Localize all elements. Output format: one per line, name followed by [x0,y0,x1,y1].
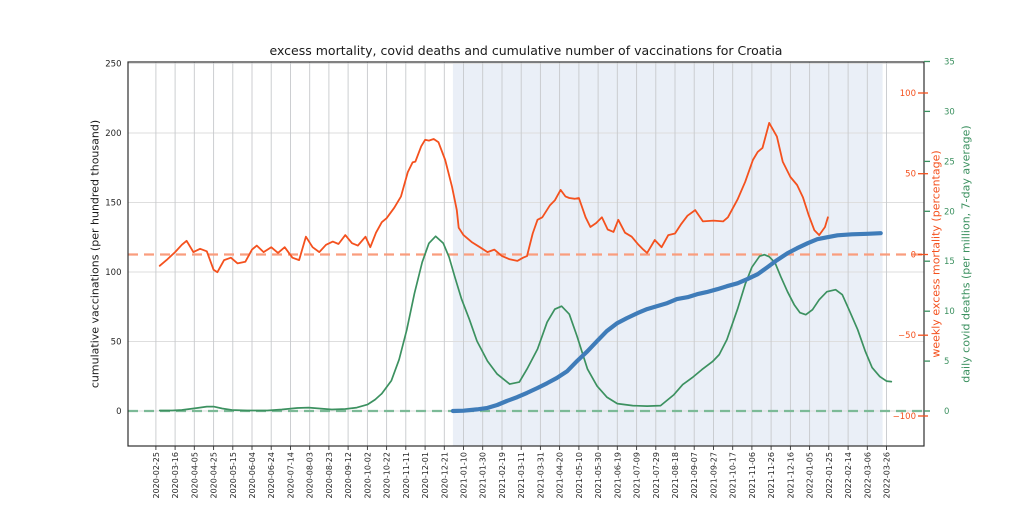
x-tick-label: 2020-04-05 [190,452,199,499]
x-tick-label: 2021-05-30 [594,452,603,499]
chart-title: excess mortality, covid deaths and cumul… [269,43,783,58]
x-tick-label: 2021-09-27 [710,452,719,499]
deaths-tick-label: 35 [944,58,955,68]
x-tick-label: 2022-02-14 [844,452,853,499]
left-tick-label: 200 [105,129,121,139]
x-tick-label: 2021-02-19 [498,452,507,499]
x-tick-label: 2020-06-04 [248,452,257,499]
left-tick-label: 250 [105,59,121,69]
deaths-tick-label: 20 [944,207,955,217]
mortality-tick-label: 50 [905,170,916,180]
x-tick-label: 2021-06-19 [613,452,622,499]
x-tick-label: 2021-01-30 [479,452,488,499]
x-tick-label: 2021-05-10 [575,452,584,499]
x-tick-label: 2020-11-11 [402,452,411,499]
left-tick-label: 50 [111,337,122,347]
x-tick-label: 2021-03-31 [536,452,545,499]
x-tick-label: 2020-08-03 [306,452,315,499]
x-tick-label: 2020-07-14 [287,452,296,499]
x-tick-label: 2020-10-22 [383,452,392,499]
x-tick-label: 2021-04-20 [556,452,565,499]
mortality-tick-label: −100 [893,412,916,422]
x-tick-label: 2020-08-23 [325,452,334,499]
x-tick-label: 2020-10-02 [363,452,372,499]
x-tick-label: 2020-05-15 [229,452,238,499]
x-tick-label: 2021-12-16 [786,452,795,499]
deaths-tick-label: 0 [944,407,949,417]
x-tick-label: 2021-10-17 [729,452,738,499]
x-tick-label: 2020-02-25 [152,452,161,499]
x-tick-label: 2022-01-25 [825,452,834,499]
x-tick-label: 2021-01-10 [460,452,469,499]
x-tick-label: 2021-07-09 [633,452,642,499]
left-tick-label: 0 [116,407,121,417]
x-tick-label: 2020-04-25 [210,452,219,499]
left-tick-label: 150 [105,198,121,208]
x-tick-label: 2020-09-12 [344,452,353,499]
x-tick-label: 2021-07-29 [652,452,661,499]
x-tick-label: 2021-03-11 [517,452,526,499]
deaths-tick-label: 5 [944,357,949,367]
shaded-region [452,62,883,446]
x-tick-label: 2020-06-24 [267,452,276,499]
x-tick-label: 2020-03-16 [171,452,180,499]
x-tick-label: 2022-01-05 [806,452,815,499]
deaths-tick-label: 15 [944,257,955,267]
mortality-tick-label: 0 [911,251,916,261]
deaths-tick-label: 25 [944,157,955,167]
x-tick-label: 2020-12-21 [440,452,449,499]
daily-covid-deaths-line [158,235,893,412]
x-tick-label: 2022-03-06 [863,452,872,499]
cumulative-vaccinations-line [450,231,883,414]
x-tick-label: 2021-09-07 [690,452,699,499]
left-tick-label: 100 [105,268,121,278]
weekly-excess-mortality-line [158,122,829,274]
mortality-tick-label: 100 [900,89,916,99]
x-tick-label: 2020-12-01 [421,452,430,499]
mortality-tick-label: −50 [898,331,916,341]
deaths-tick-label: 10 [944,307,955,317]
deaths-tick-label: 30 [944,107,955,117]
x-tick-label: 2021-11-06 [748,452,757,499]
x-tick-label: 2022-03-26 [883,452,892,499]
x-tick-label: 2021-11-26 [767,452,776,499]
x-tick-label: 2021-08-18 [671,452,680,499]
